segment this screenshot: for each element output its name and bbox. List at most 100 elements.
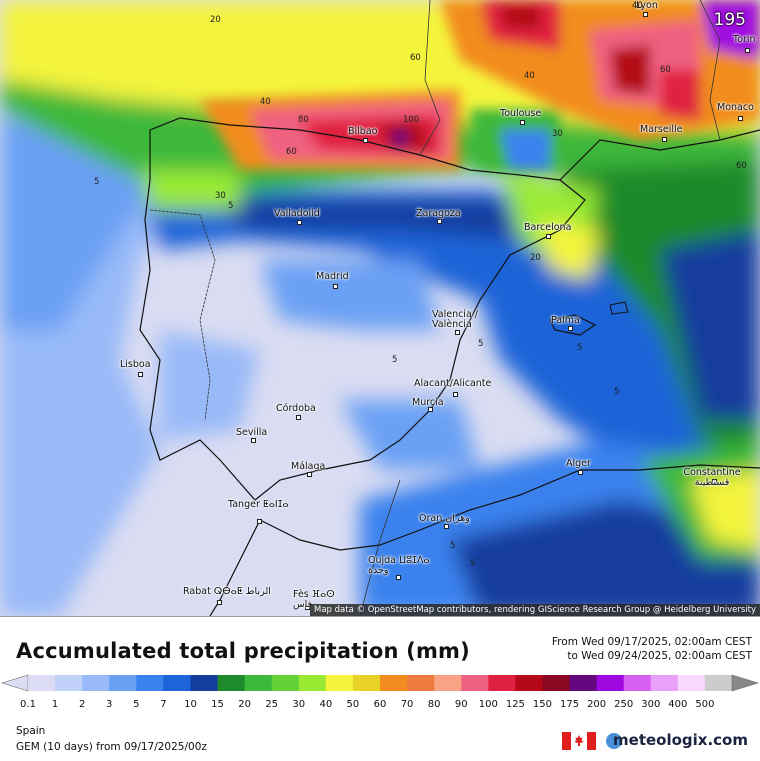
city-marker bbox=[251, 438, 256, 443]
scale-tick-label: 7 bbox=[160, 699, 167, 710]
contour-label: 60 bbox=[286, 147, 297, 157]
city-marker bbox=[662, 137, 667, 142]
city-marker bbox=[745, 48, 750, 53]
contour-label: 40 bbox=[260, 97, 271, 107]
city-marker bbox=[455, 330, 460, 335]
city-marker bbox=[437, 219, 442, 224]
scale-tick-label: 50 bbox=[346, 699, 360, 710]
scale-tick-label: 2 bbox=[78, 699, 86, 710]
scale-swatch bbox=[190, 675, 219, 691]
brand-name[interactable]: meteologix.com bbox=[613, 731, 748, 749]
scale-arrow-right bbox=[731, 674, 760, 692]
canada-flag-icon bbox=[562, 732, 596, 750]
scale-tick-label: 3 bbox=[106, 699, 113, 710]
city-marker bbox=[307, 472, 312, 477]
scale-swatch bbox=[677, 675, 706, 691]
city-label-constantine: Constantine قسنطينة bbox=[683, 467, 741, 488]
city-label-marseille: Marseille bbox=[640, 124, 683, 135]
city-label-alicante: Alacant/Alicante bbox=[414, 378, 492, 389]
city-label-malaga: Málaga bbox=[291, 461, 326, 472]
scale-swatch bbox=[352, 675, 381, 691]
scale-swatch bbox=[434, 675, 462, 691]
contour-label: 5 bbox=[450, 541, 456, 551]
model-run-label: GEM (10 days) from 09/17/2025/00z bbox=[16, 741, 207, 753]
scale-tick-label: 250 bbox=[614, 699, 634, 710]
city-marker bbox=[444, 524, 449, 529]
city-marker bbox=[546, 234, 551, 239]
map-attribution: Map data © OpenStreetMap contributors, r… bbox=[310, 604, 760, 616]
scale-swatch bbox=[28, 675, 56, 691]
scale-tick-label: 0.1 bbox=[20, 699, 36, 710]
scale-tick-label: 60 bbox=[373, 699, 387, 710]
city-label-barcelona: Barcelona bbox=[524, 222, 572, 233]
forecast-step-number: 195 bbox=[713, 10, 746, 30]
contour-label: 40 bbox=[632, 1, 643, 11]
scale-tick-label: 25 bbox=[265, 699, 279, 710]
city-marker bbox=[257, 519, 262, 524]
contour-label: 100 bbox=[403, 115, 420, 125]
scale-swatch bbox=[55, 675, 83, 691]
scale-swatch bbox=[298, 675, 327, 691]
scale-swatch bbox=[244, 675, 273, 691]
scale-tick-label: 10 bbox=[184, 699, 197, 710]
city-marker bbox=[217, 600, 222, 605]
city-marker bbox=[305, 605, 310, 610]
city-marker bbox=[363, 138, 368, 143]
period-from: From Wed 09/17/2025, 02:00am CEST bbox=[551, 636, 752, 648]
scale-swatch bbox=[650, 675, 679, 691]
scale-tick-label: 175 bbox=[559, 699, 580, 710]
city-marker bbox=[333, 284, 338, 289]
scale-swatch bbox=[461, 675, 489, 691]
scale-swatch bbox=[488, 675, 516, 691]
color-scale-bar bbox=[0, 674, 760, 692]
scale-swatch bbox=[542, 675, 571, 691]
city-label-valladolid: Valladolid bbox=[274, 208, 320, 219]
city-marker bbox=[138, 372, 143, 377]
scale-swatch bbox=[217, 675, 246, 691]
city-label-oujda: Oujda ⵡⵓⵊⴷⴰ وجدة bbox=[368, 555, 430, 576]
scale-swatch bbox=[380, 675, 408, 691]
contour-label: 80 bbox=[298, 115, 309, 125]
scale-swatch bbox=[325, 675, 354, 691]
scale-swatch bbox=[515, 675, 543, 691]
city-marker bbox=[453, 392, 458, 397]
contour-label: 30 bbox=[552, 129, 563, 139]
contour-label: 5 bbox=[228, 201, 234, 211]
city-label-bilbao: Bilbao bbox=[348, 126, 378, 137]
scale-tick-label: 15 bbox=[211, 699, 224, 710]
scale-tick-label: 100 bbox=[478, 699, 498, 710]
city-marker bbox=[297, 220, 302, 225]
city-label-murcia: Murcia bbox=[412, 397, 444, 408]
city-label-sevilla: Sevilla bbox=[236, 427, 268, 438]
city-label-zaragoza: Zaragoza bbox=[416, 208, 461, 219]
contour-label: 5 bbox=[614, 387, 620, 397]
city-label-lyon: Lyon bbox=[636, 0, 658, 11]
precipitation-map[interactable]: 195 Lyon Torin Monaco Marseille Toulouse… bbox=[0, 0, 760, 616]
city-label-oran: Oran وهران bbox=[419, 513, 470, 524]
scale-swatch bbox=[109, 675, 137, 691]
scale-swatch bbox=[271, 675, 300, 691]
scale-swatch bbox=[623, 675, 652, 691]
scale-tick-label: 1 bbox=[51, 699, 59, 710]
scale-tick-label: 70 bbox=[400, 699, 414, 710]
city-label-lisboa: Lisboa bbox=[120, 359, 151, 370]
city-marker bbox=[520, 120, 525, 125]
scale-tick-label: 30 bbox=[292, 699, 306, 710]
city-label-madrid: Madrid bbox=[316, 271, 349, 282]
city-marker bbox=[296, 415, 301, 420]
scale-swatch bbox=[407, 675, 435, 691]
contour-label: 30 bbox=[215, 191, 226, 201]
city-label-rabat: Rabat ⵕⴱⴰⵟ الرباط bbox=[183, 586, 271, 597]
city-label-palma: Palma bbox=[551, 315, 580, 326]
legend-footer: Accumulated total precipitation (mm) Fro… bbox=[0, 616, 760, 761]
scale-tick-label: 150 bbox=[532, 699, 552, 710]
scale-tick-label: 5 bbox=[133, 699, 140, 710]
legend-title: Accumulated total precipitation (mm) bbox=[16, 639, 470, 663]
contour-label: 5 bbox=[478, 339, 484, 349]
city-label-valencia: Valencia / València bbox=[432, 309, 478, 330]
city-marker bbox=[712, 479, 717, 484]
contour-label: 5 bbox=[94, 177, 100, 187]
contour-label: 20 bbox=[210, 15, 221, 25]
contour-label: 20 bbox=[530, 253, 541, 263]
city-label-fes: Fès ⴼⴰⵙ فاس bbox=[293, 589, 335, 610]
